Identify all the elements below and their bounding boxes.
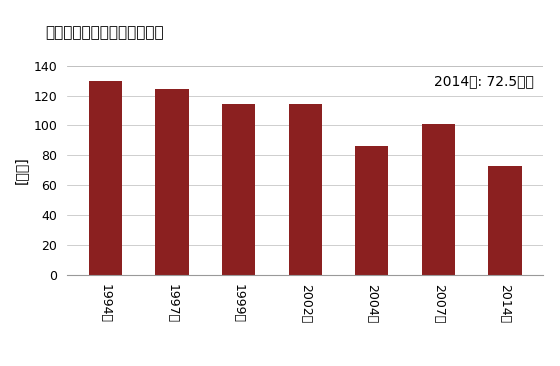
Bar [89,81,122,274]
Bar [488,167,521,274]
Bar [288,104,322,274]
Bar [156,89,189,274]
Bar [222,104,255,274]
Text: 2014年: 72.5億円: 2014年: 72.5億円 [434,74,534,88]
Text: 商業の年間商品販売額の推移: 商業の年間商品販売額の推移 [45,26,164,41]
Bar [355,146,389,274]
Y-axis label: [億円]: [億円] [14,156,28,184]
Bar [422,124,455,274]
